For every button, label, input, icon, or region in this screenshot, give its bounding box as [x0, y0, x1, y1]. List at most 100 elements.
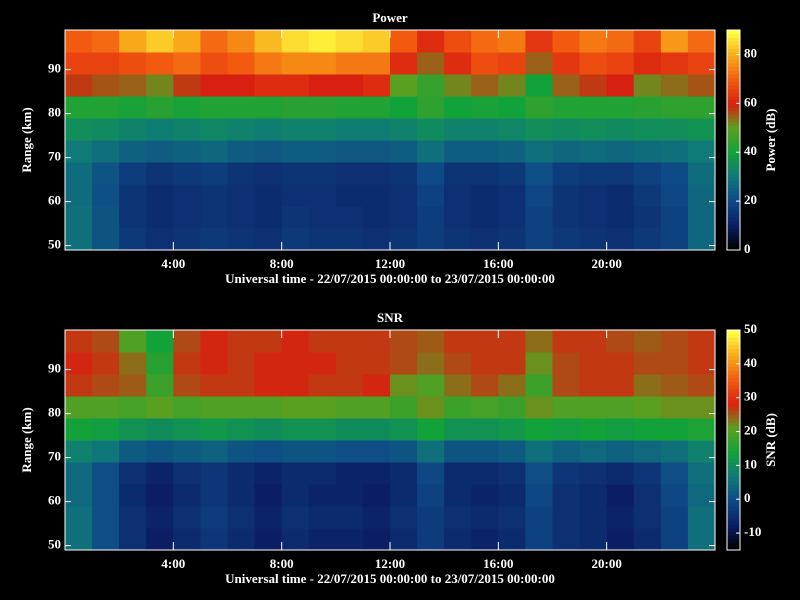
heatmap-cell — [660, 118, 689, 141]
heatmap-cell — [633, 418, 662, 441]
heatmap-cell — [444, 462, 472, 485]
heatmap-cell — [579, 528, 608, 551]
heatmap-cell — [606, 330, 635, 353]
heatmap-cell — [552, 206, 581, 229]
heatmap-cell — [65, 162, 93, 185]
heatmap-cell — [390, 506, 418, 529]
heatmap-cell — [552, 330, 581, 353]
heatmap-cell — [281, 330, 310, 353]
colorbar-slice — [727, 542, 740, 547]
heatmap-cell — [579, 52, 608, 75]
heatmap-cell — [498, 528, 526, 551]
heatmap-cell — [362, 162, 391, 185]
heatmap-cell — [146, 184, 174, 207]
colorbar-slice — [727, 451, 740, 456]
heatmap-cell — [335, 162, 364, 185]
colorbar-slice — [727, 184, 740, 189]
heatmap-cell — [444, 74, 472, 97]
heatmap-cell — [173, 74, 201, 97]
heatmap-cell — [660, 206, 689, 229]
heatmap-cell — [498, 74, 526, 97]
heatmap-cell — [281, 52, 310, 75]
colorbar-tick-label: 30 — [744, 389, 757, 404]
x-axis-label: Universal time - 22/07/2015 00:00:00 to … — [225, 571, 555, 586]
heatmap-cell — [227, 162, 256, 185]
heatmap-cell — [308, 374, 337, 397]
colorbar-slice — [727, 99, 740, 104]
heatmap-cell — [92, 30, 120, 53]
heatmap-cell — [146, 162, 174, 185]
heatmap-cell — [525, 52, 553, 75]
colorbar-slice — [727, 476, 740, 481]
heatmap-cell — [471, 184, 499, 207]
heatmap-cell — [498, 184, 526, 207]
heatmap-cell — [362, 52, 391, 75]
heatmap-cell — [173, 396, 201, 419]
heatmap-cell — [92, 206, 120, 229]
heatmap-cell — [417, 30, 445, 53]
heatmap-cell — [525, 184, 553, 207]
heatmap-cell — [362, 140, 391, 163]
heatmap-cell — [227, 52, 256, 75]
heatmap-cell — [552, 30, 581, 53]
heatmap-cell — [65, 528, 93, 551]
heatmap-cell — [254, 462, 283, 485]
heatmap-cell — [65, 484, 93, 507]
heatmap-cell — [633, 74, 662, 97]
heatmap-cell — [254, 30, 283, 53]
colorbar-slice — [727, 425, 740, 430]
colorbar-slice — [727, 403, 740, 408]
colorbar-slice — [727, 213, 740, 218]
heatmap-cell — [633, 528, 662, 551]
colorbar-slice — [727, 107, 740, 112]
heatmap-cell — [660, 396, 689, 419]
heatmap-cell — [92, 140, 120, 163]
heatmap-cell — [390, 440, 418, 463]
heatmap-cell — [660, 162, 689, 185]
colorbar-slice — [727, 30, 740, 35]
colorbar-slice — [727, 531, 740, 536]
heatmap-cell — [525, 96, 553, 119]
heatmap-cell — [444, 528, 472, 551]
heatmap-cell — [498, 140, 526, 163]
heatmap-cell — [552, 418, 581, 441]
colorbar-slice — [727, 473, 740, 478]
heatmap-cell — [498, 30, 526, 53]
heatmap-cell — [390, 418, 418, 441]
heatmap-cell — [471, 352, 499, 375]
heatmap-cell — [606, 418, 635, 441]
heatmap-cell — [281, 206, 310, 229]
heatmap-cell — [227, 440, 256, 463]
colorbar-tick-label: 20 — [744, 192, 757, 207]
heatmap-cell — [390, 462, 418, 485]
heatmap-cell — [525, 330, 553, 353]
heatmap-cell — [281, 118, 310, 141]
colorbar-slice — [727, 147, 740, 152]
heatmap-cell — [444, 30, 472, 53]
heatmap-cell — [146, 52, 174, 75]
heatmap-cell — [227, 484, 256, 507]
heatmap-cell — [687, 330, 716, 353]
heatmap-cell — [65, 330, 93, 353]
heatmap-cell — [362, 352, 391, 375]
heatmap-cell — [200, 96, 228, 119]
colorbar-slice — [727, 162, 740, 167]
heatmap-cell — [146, 506, 174, 529]
colorbar-slice — [727, 52, 740, 57]
colorbar-slice — [727, 33, 740, 38]
heatmap-cell — [471, 418, 499, 441]
heatmap-cell — [281, 162, 310, 185]
heatmap-cell — [687, 184, 716, 207]
heatmap-cell — [308, 74, 337, 97]
heatmap-cell — [660, 462, 689, 485]
heatmap-cell — [308, 484, 337, 507]
colorbar-slice — [727, 458, 740, 463]
colorbar-slice — [727, 399, 740, 404]
heatmap-cell — [552, 396, 581, 419]
heatmap-cell — [444, 52, 472, 75]
heatmap-cell — [92, 528, 120, 551]
heatmap-cell — [254, 162, 283, 185]
heatmap-cell — [254, 374, 283, 397]
colorbar-tick-label: 20 — [744, 423, 757, 438]
colorbar-slice — [727, 41, 740, 46]
